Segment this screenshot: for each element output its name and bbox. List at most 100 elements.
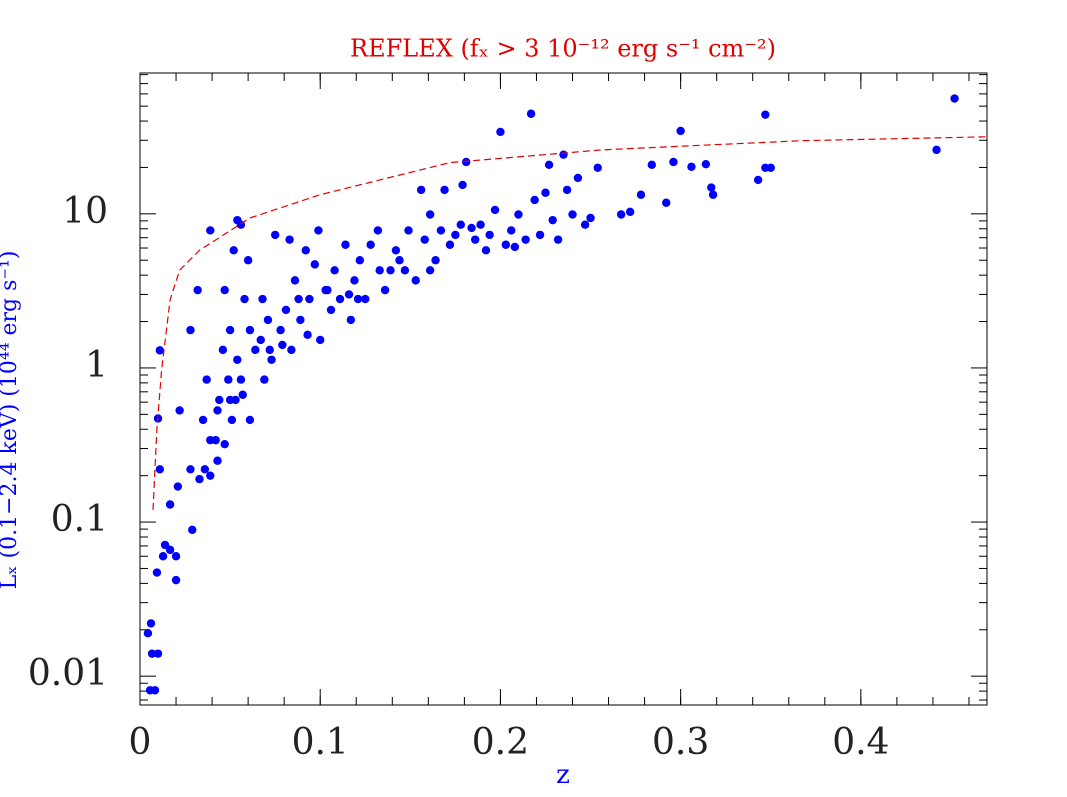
data-point [276,325,285,335]
data-point [213,456,222,465]
data-point [218,345,228,355]
data-point [243,256,253,265]
data-point [440,185,449,195]
data-point [395,256,404,265]
data-point [445,240,455,249]
data-point [245,415,255,425]
data-point [526,109,536,118]
data-point [708,190,718,199]
data-point [296,315,305,325]
data-point [258,294,267,304]
data-point [416,185,426,195]
data-point [535,230,545,240]
data-point [490,205,500,215]
data-point [326,305,336,315]
data-point [206,435,215,445]
data-point [153,649,163,658]
data-point [335,294,345,304]
data-point [761,110,770,119]
data-point [171,552,181,561]
limit-curve [152,136,988,510]
data-point [270,230,280,240]
data-point [278,340,287,350]
data-point [195,474,204,484]
data-point [766,163,775,172]
x-tick-label: 0.1 [292,722,349,763]
data-point [245,325,255,335]
data-point [220,285,229,295]
data-point [202,375,211,384]
data-point [265,345,274,355]
data-point [431,256,440,265]
data-point [458,180,467,190]
data-point [330,266,339,275]
data-point [215,395,224,405]
data-point [198,415,208,425]
data-point [701,159,711,169]
x-tick-label: 0.2 [472,722,529,763]
data-point [510,242,520,252]
data-point [553,235,563,244]
data-point [175,406,184,415]
data-point [625,207,635,217]
data-point [420,235,429,244]
y-tick-label: 0.1 [51,499,108,540]
data-point [669,157,678,167]
data-point [707,183,716,192]
data-point [580,220,590,229]
data-point [323,285,332,295]
data-point [355,256,365,265]
data-point [267,355,276,364]
data-point [305,294,314,304]
data-point [366,240,375,249]
data-point [240,294,249,304]
data-point [236,375,246,384]
data-point [263,315,273,325]
data-point [314,226,323,235]
data-point [636,190,646,199]
data-point [514,210,523,219]
data-point [229,246,238,255]
data-point [676,126,685,136]
data-point [147,649,157,658]
y-tick-label: 1 [85,345,108,386]
data-point [238,390,247,399]
x-tick-label: 0.4 [832,722,889,763]
data-point [386,266,395,275]
data-point [548,215,557,225]
data-point [586,213,595,223]
data-point [281,305,291,315]
data-point [485,230,494,240]
data-point [155,465,165,474]
data-point [165,545,175,555]
data-point [301,246,310,255]
data-point [753,175,763,185]
data-point [425,266,435,275]
data-point [143,629,153,638]
data-point [470,235,480,244]
data-point [530,195,539,205]
data-point [380,285,390,295]
data-point [152,568,162,577]
data-point [541,188,550,197]
data-point [173,482,183,491]
data-point [353,294,363,304]
data-point [404,226,413,235]
data-point [256,335,265,345]
data-point [225,325,235,335]
x-tick-label: 0 [129,722,152,763]
chart-title: REFLEX (fₓ > 3 10⁻¹² erg s⁻¹ cm⁻²) [350,35,776,63]
data-point [950,94,959,103]
data-point [260,375,269,384]
data-point [481,246,491,255]
data-point [593,163,602,172]
data-point [400,266,410,275]
data-point [391,246,401,255]
y-axis-label: Lₓ (0.1−2.4 keV) (10⁴⁴ erg s⁻¹) [0,251,22,590]
data-point [451,230,460,240]
data-point [227,415,237,425]
data-point [425,210,435,219]
data-point [375,266,384,275]
data-point [193,285,202,295]
